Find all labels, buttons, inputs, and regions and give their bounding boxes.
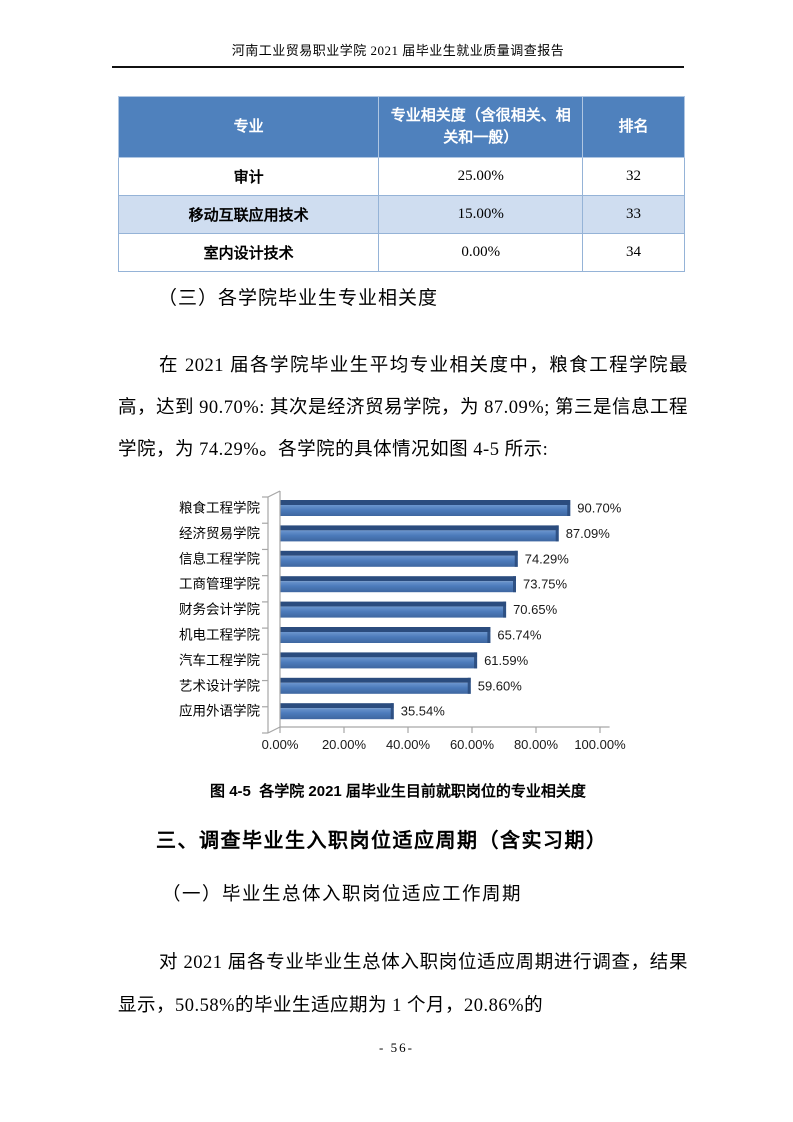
body-paragraph-1: 在 2021 届各学院毕业生平均专业相关度中，粮食工程学院最高，达到 90.70… xyxy=(118,355,688,460)
col-header-relevance: 专业相关度（含很相关、相关和一般） xyxy=(378,96,584,158)
body-paragraph-2: 对 2021 届各专业毕业生总体入职岗位适应周期进行调查，结果显示，50.58%… xyxy=(118,952,688,1016)
cell-major: 室内设计技术 xyxy=(117,233,380,272)
svg-text:应用外语学院: 应用外语学院 xyxy=(179,703,260,719)
running-head: 河南工业贸易职业学院 2021 届毕业生就业质量调查报告 xyxy=(112,40,684,68)
table-row: 室内设计技术 0.00% 34 xyxy=(117,233,685,272)
section-heading-3: （三）各学院毕业生专业相关度 xyxy=(158,288,439,309)
svg-text:0.00%: 0.00% xyxy=(262,737,299,752)
cell-relevance: 15.00% xyxy=(378,195,584,234)
svg-text:40.00%: 40.00% xyxy=(386,737,431,752)
svg-text:艺术设计学院: 艺术设计学院 xyxy=(179,678,260,693)
chart-labels: 90.70% 粮食工程学院 87.09% 经济贸易学院 74.29% 信息工程学院 73.7… xyxy=(179,500,626,753)
cell-major: 移动互联应用技术 xyxy=(117,195,380,234)
svg-text:90.70%: 90.70% xyxy=(577,501,622,516)
page-number: - 56- xyxy=(379,1040,414,1055)
svg-text:财务会计学院: 财务会计学院 xyxy=(179,602,260,617)
svg-text:机电工程学院: 机电工程学院 xyxy=(179,628,260,643)
chart-axes xyxy=(262,490,610,734)
svg-text:74.29%: 74.29% xyxy=(525,551,570,566)
svg-text:65.74%: 65.74% xyxy=(497,628,542,643)
table-row: 移动互联应用技术 15.00% 33 xyxy=(117,195,685,234)
cell-major: 审计 xyxy=(117,157,380,196)
svg-text:经济贸易学院: 经济贸易学院 xyxy=(179,526,260,541)
figure-caption: 图 4-5 各学院 2021 届毕业生目前就职岗位的专业相关度 xyxy=(210,783,586,800)
svg-text:80.00%: 80.00% xyxy=(514,737,559,752)
svg-text:61.59%: 61.59% xyxy=(484,653,529,668)
chart-bars xyxy=(280,500,571,720)
col-header-major: 专业 xyxy=(117,96,380,158)
svg-text:70.65%: 70.65% xyxy=(513,602,558,617)
svg-text:35.54%: 35.54% xyxy=(401,704,446,719)
major-relevance-table: 专业 专业相关度（含很相关、相关和一般） 排名 审计 25.00% 32 移动互… xyxy=(117,96,685,272)
svg-text:73.75%: 73.75% xyxy=(523,577,568,592)
cell-relevance: 25.00% xyxy=(378,157,584,196)
svg-text:100.00%: 100.00% xyxy=(574,737,626,752)
section-heading-major: 三、调查毕业生入职岗位适应周期（含实习期） xyxy=(156,830,608,852)
svg-text:60.00%: 60.00% xyxy=(450,737,495,752)
cell-rank: 34 xyxy=(582,233,685,272)
cell-relevance: 0.00% xyxy=(378,233,584,272)
table-row: 审计 25.00% 32 xyxy=(117,157,685,196)
svg-text:汽车工程学院: 汽车工程学院 xyxy=(179,652,260,668)
svg-text:工商管理学院: 工商管理学院 xyxy=(179,577,260,592)
svg-text:信息工程学院: 信息工程学院 xyxy=(179,550,260,566)
svg-text:20.00%: 20.00% xyxy=(322,737,367,752)
bar-chart-svg: 90.70% 粮食工程学院 87.09% 经济贸易学院 74.29% 信息工程学院 73.7… xyxy=(179,490,626,753)
svg-text:粮食工程学院: 粮食工程学院 xyxy=(179,500,260,516)
table-header-row: 专业 专业相关度（含很相关、相关和一般） 排名 xyxy=(117,96,685,158)
svg-text:59.60%: 59.60% xyxy=(478,678,523,693)
section-heading-sub: （一）毕业生总体入职岗位适应工作周期 xyxy=(162,885,523,905)
cell-rank: 32 xyxy=(582,157,685,196)
bar-chart: 90.70% 粮食工程学院 87.09% 经济贸易学院 74.29% 信息工程学院 73.7… xyxy=(130,487,700,772)
col-header-rank: 排名 xyxy=(582,96,685,158)
cell-rank: 33 xyxy=(582,195,685,234)
svg-text:87.09%: 87.09% xyxy=(566,526,611,541)
